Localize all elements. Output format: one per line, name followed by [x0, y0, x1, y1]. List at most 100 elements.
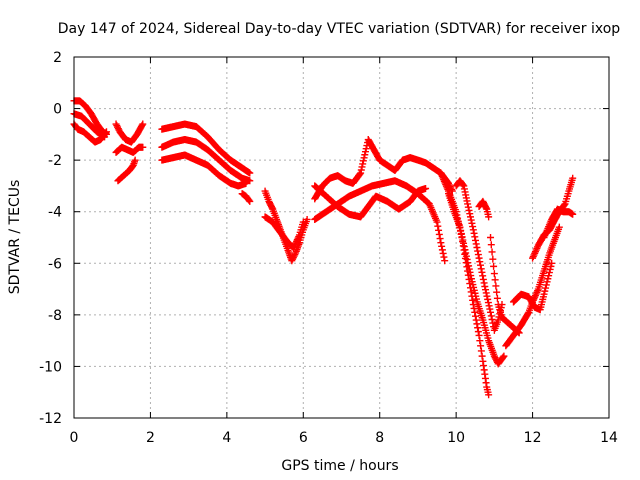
data-point — [299, 218, 307, 226]
data-point — [461, 246, 469, 254]
data-point — [288, 257, 296, 265]
data-point — [293, 237, 301, 245]
data-point — [485, 391, 493, 399]
data-point — [545, 272, 553, 280]
data-point — [422, 185, 430, 193]
data-point — [531, 292, 539, 300]
y-tick-label: -2 — [48, 153, 62, 169]
data-point — [483, 292, 491, 300]
data-point — [139, 143, 147, 151]
data-point — [492, 355, 500, 363]
x-tick-label: 8 — [375, 430, 384, 446]
data-point — [245, 196, 253, 204]
data-point — [112, 120, 120, 128]
data-point — [476, 258, 484, 266]
chart-title: Day 147 of 2024, Sidereal Day-to-day VTE… — [58, 21, 621, 37]
x-tick-label: 14 — [600, 430, 618, 446]
data-point — [484, 299, 492, 307]
data-point — [138, 121, 146, 129]
series-arc-6-branch — [475, 197, 493, 221]
data-point — [475, 254, 483, 262]
data-point — [475, 331, 483, 339]
series-arc-6-upper — [452, 177, 506, 334]
data-point — [464, 200, 472, 208]
data-point — [113, 122, 121, 130]
data-point — [459, 181, 467, 189]
data-point — [467, 288, 475, 296]
data-point — [473, 320, 481, 328]
x-tick-label: 10 — [447, 430, 465, 446]
data-point — [569, 174, 577, 182]
data-point — [487, 312, 495, 320]
data-point — [489, 255, 497, 263]
data-point — [439, 249, 447, 257]
data-point — [456, 223, 464, 231]
data-points-layer — [70, 97, 577, 399]
data-point — [533, 244, 541, 252]
data-point — [532, 246, 540, 254]
data-point — [434, 222, 442, 230]
data-point — [440, 253, 448, 261]
series-arc-7-lower — [502, 223, 563, 350]
data-point — [457, 230, 465, 238]
data-point — [531, 293, 539, 301]
y-tick-label: 0 — [53, 102, 62, 118]
data-point — [102, 128, 110, 136]
data-point — [476, 337, 484, 345]
data-point — [485, 213, 493, 221]
data-point — [474, 328, 482, 336]
data-point — [474, 251, 482, 259]
series-arc-6-mid — [445, 190, 508, 368]
data-point — [473, 243, 481, 251]
data-point — [435, 230, 443, 238]
data-point — [499, 353, 507, 361]
data-point — [529, 254, 537, 262]
data-point — [477, 261, 485, 269]
data-point — [488, 248, 496, 256]
data-point — [492, 282, 500, 290]
data-point — [542, 281, 550, 289]
data-point — [555, 223, 563, 231]
data-point — [546, 265, 554, 273]
data-point — [436, 235, 444, 243]
y-tick-label: -4 — [48, 205, 62, 221]
y-tick-label: -12 — [39, 411, 62, 427]
x-tick-label: 4 — [222, 430, 231, 446]
y-tick-label: -10 — [39, 359, 62, 375]
data-point — [494, 316, 502, 324]
data-point — [293, 236, 301, 244]
data-point — [487, 234, 495, 241]
series-arc-2c — [114, 156, 139, 185]
data-point — [485, 302, 493, 310]
data-point — [460, 239, 468, 247]
x-tick-label: 6 — [299, 430, 308, 446]
data-point — [490, 262, 498, 270]
series-arc-3-upper — [158, 120, 254, 177]
data-point — [464, 203, 472, 211]
data-point — [478, 352, 486, 360]
data-point — [477, 342, 485, 350]
data-point — [462, 249, 470, 257]
data-point — [487, 241, 495, 249]
data-point — [534, 287, 542, 295]
y-axis-label: SDTVAR / TECUs — [7, 180, 23, 295]
data-point — [491, 276, 499, 284]
data-point — [548, 259, 556, 267]
data-point — [466, 268, 474, 276]
series-arc-1-lower — [70, 120, 110, 146]
series-arc-6-steep — [437, 169, 493, 399]
data-point — [480, 279, 488, 287]
data-point — [242, 179, 250, 187]
data-point — [491, 354, 499, 362]
data-point — [460, 243, 468, 251]
data-point — [459, 236, 467, 244]
data-point — [464, 259, 472, 267]
data-point — [462, 252, 470, 260]
data-point — [246, 177, 254, 185]
data-point — [114, 125, 122, 133]
data-point — [467, 216, 475, 224]
data-point — [490, 352, 498, 360]
data-point — [477, 347, 485, 355]
data-point — [472, 316, 480, 324]
